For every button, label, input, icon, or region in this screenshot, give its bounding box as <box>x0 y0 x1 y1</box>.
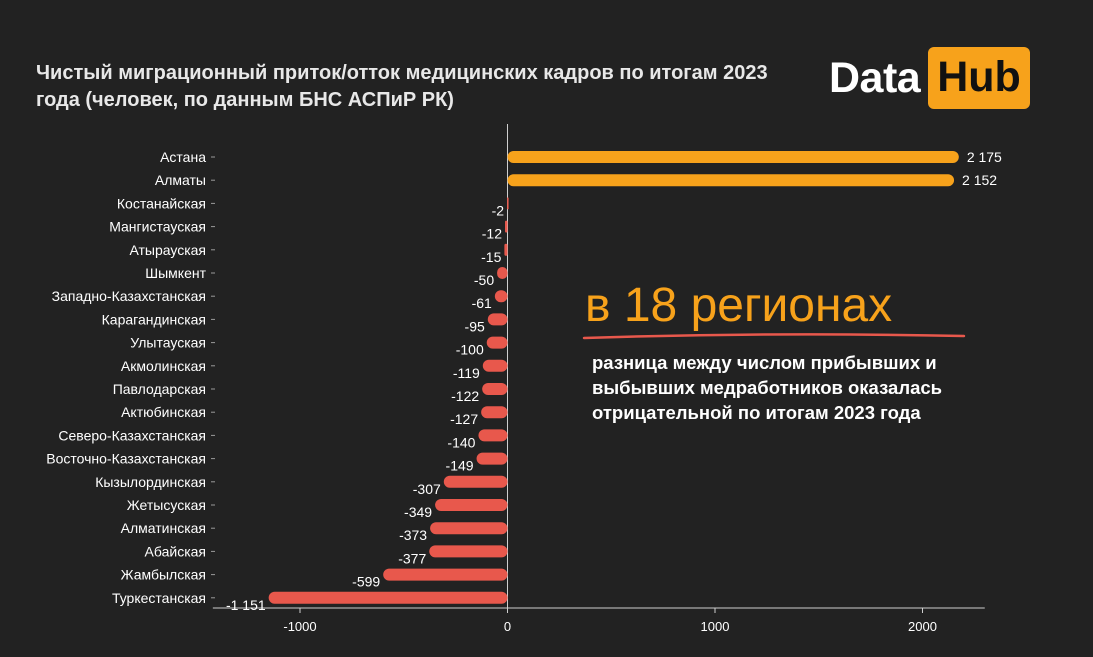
category-label: Абайская <box>145 543 206 559</box>
bar <box>268 591 508 604</box>
datahub-logo: Data Hub <box>829 46 1030 110</box>
category-label: Атырауская <box>129 242 206 258</box>
category-label: Жамбылская <box>121 567 206 583</box>
category-label: Восточно-Казахстанская <box>46 451 206 467</box>
category-label: Костанайская <box>117 195 206 211</box>
callout-underline <box>582 333 966 340</box>
value-label: -12 <box>482 226 502 242</box>
value-label: -2 <box>492 202 505 218</box>
bar <box>507 151 959 163</box>
category-label: Мангистауская <box>109 219 206 235</box>
x-tick-label: -1000 <box>283 619 316 634</box>
bar <box>504 243 508 256</box>
bar <box>486 336 508 349</box>
category-label: Улытауская <box>130 335 206 351</box>
bar <box>494 290 508 303</box>
value-label: -349 <box>404 504 432 520</box>
bar <box>482 359 508 372</box>
category-label: Алматинская <box>121 520 206 536</box>
bar <box>507 174 955 187</box>
category-label: Актюбинская <box>121 404 206 420</box>
bar <box>476 452 508 465</box>
value-label: -149 <box>446 458 474 474</box>
bar <box>487 313 508 326</box>
bar <box>481 406 508 419</box>
value-label: 2 152 <box>962 172 997 188</box>
logo-word-hub: Hub <box>928 47 1030 109</box>
value-label: -307 <box>413 481 441 497</box>
bar <box>507 197 509 210</box>
value-label: 2 175 <box>967 149 1002 165</box>
category-label: Павлодарская <box>113 381 206 397</box>
value-label: -15 <box>481 249 501 265</box>
value-label: -95 <box>465 318 485 334</box>
x-tick-label: 2000 <box>908 619 937 634</box>
bar <box>482 383 508 395</box>
category-label: Северо-Казахстанская <box>58 427 206 443</box>
x-tick-label: 1000 <box>701 619 730 634</box>
callout-headline: в 18 регионах <box>585 279 893 332</box>
bar <box>505 220 508 233</box>
value-label: -100 <box>456 342 484 358</box>
value-label: -373 <box>399 527 427 543</box>
value-label: -140 <box>447 434 475 450</box>
value-label: -127 <box>450 411 478 427</box>
bar <box>478 429 508 442</box>
category-label: Жетысуская <box>127 497 206 513</box>
bar <box>430 522 508 535</box>
value-label: -50 <box>474 272 494 288</box>
bar <box>443 475 508 488</box>
category-label: Карагандинская <box>102 311 206 327</box>
bar <box>435 499 508 511</box>
chart-title: Чистый миграционный приток/отток медицин… <box>36 62 768 111</box>
value-label: -122 <box>451 388 479 404</box>
category-label: Туркестанская <box>112 590 206 606</box>
category-label: Кызылординская <box>95 474 206 490</box>
category-label: Шымкент <box>145 265 206 281</box>
value-label: -599 <box>352 574 380 590</box>
callout-text: разница между числом прибывших и выбывши… <box>592 352 943 423</box>
value-label: -1 151 <box>226 597 266 613</box>
bar <box>429 545 508 558</box>
value-label: -61 <box>472 295 492 311</box>
category-label: Астана <box>160 149 206 165</box>
value-label: -119 <box>453 365 480 381</box>
bar <box>383 568 508 581</box>
value-label: -377 <box>398 550 426 566</box>
category-label: Алматы <box>155 172 206 188</box>
category-label: Акмолинская <box>121 358 206 374</box>
logo-word-data: Data <box>829 53 921 102</box>
x-tick-label: 0 <box>504 619 511 634</box>
bar <box>497 267 508 279</box>
category-label: Западно-Казахстанская <box>52 288 206 304</box>
